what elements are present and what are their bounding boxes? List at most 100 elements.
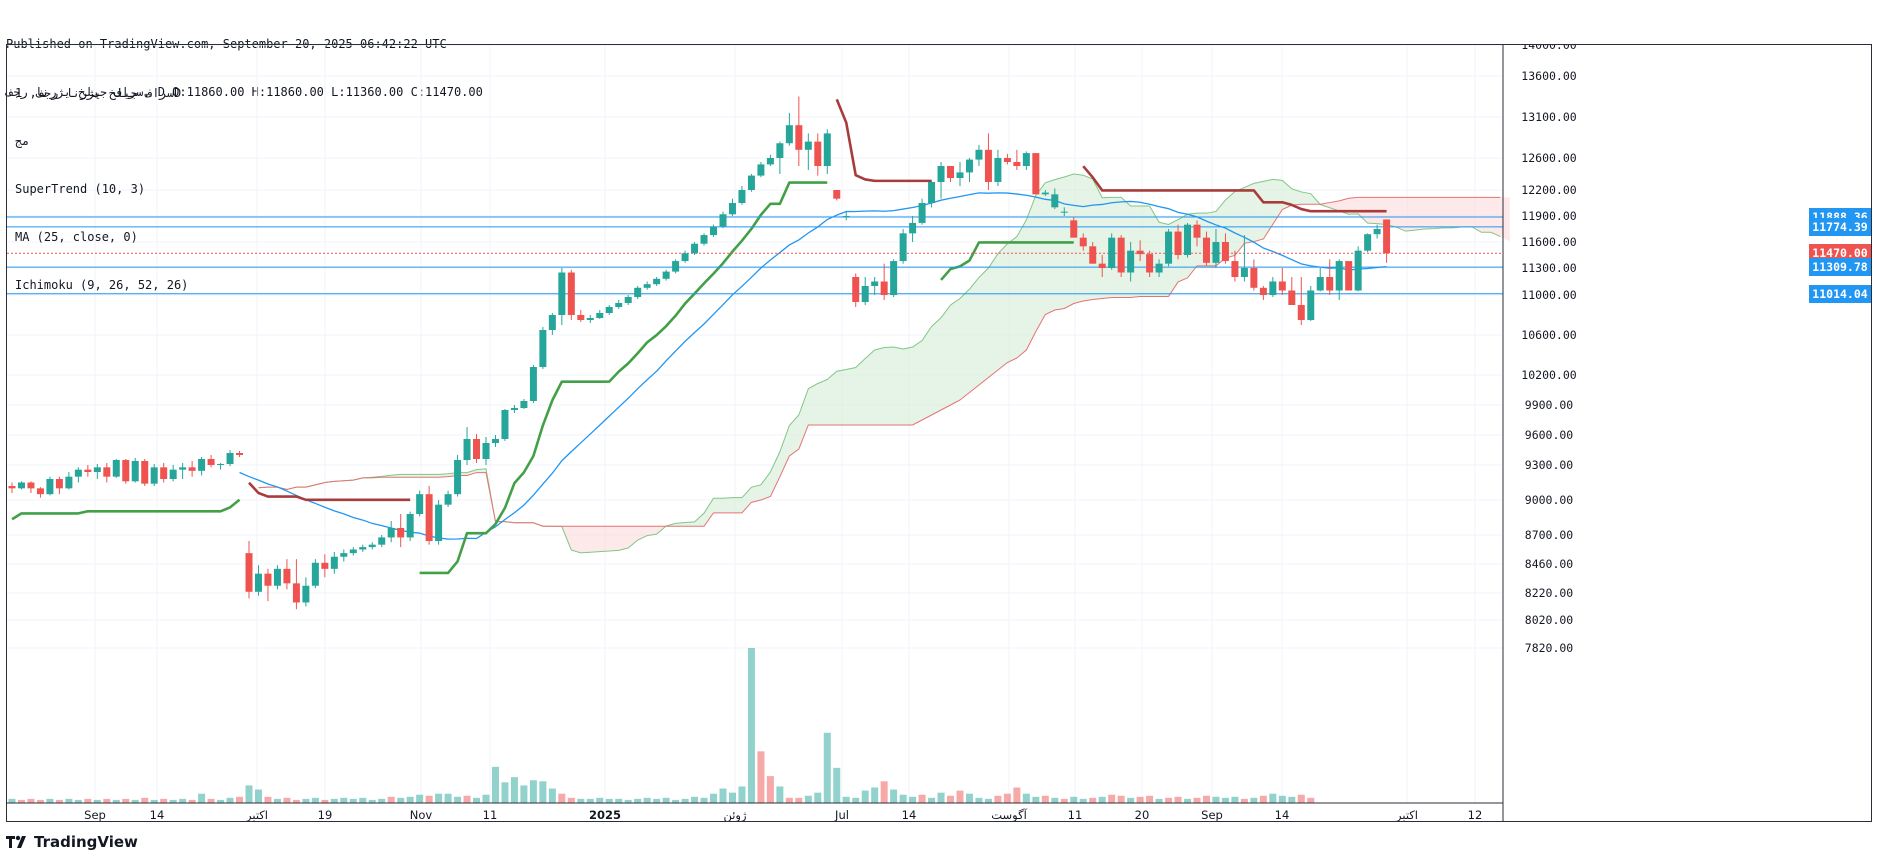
volume-bar bbox=[757, 751, 765, 803]
volume-bar bbox=[236, 796, 244, 803]
price-tick-label: 8020.00 bbox=[1525, 613, 1574, 627]
candle-body bbox=[103, 467, 111, 477]
ichimoku-cloud bbox=[903, 347, 913, 425]
time-tick-label: 11 bbox=[1068, 808, 1083, 822]
candle-body bbox=[956, 172, 964, 178]
candle-body bbox=[852, 277, 860, 302]
candle-body bbox=[719, 214, 727, 227]
candle-body bbox=[548, 315, 556, 330]
candle-body bbox=[624, 297, 632, 303]
ichimoku-cloud bbox=[429, 474, 439, 478]
price-tick-label: 11900.00 bbox=[1521, 209, 1576, 223]
legend-symbol[interactable]: سراف جیلخ یژرنا رجف, 1D bbox=[15, 86, 182, 100]
legend-indicator-ichimoku[interactable]: Ichimoku (9, 26, 52, 26) bbox=[15, 278, 189, 292]
ichimoku-cloud bbox=[732, 497, 742, 513]
volume-bar bbox=[1003, 793, 1011, 803]
volume-bar bbox=[1202, 795, 1210, 803]
candle-body bbox=[131, 461, 139, 482]
ichimoku-cloud bbox=[798, 388, 809, 449]
candle-body bbox=[615, 303, 623, 307]
ichimoku-cloud bbox=[960, 289, 970, 400]
price-chart[interactable]: 14000.00 13600.00 13100.00 12600.00 12200.00… bbox=[7, 45, 1872, 822]
candle-body bbox=[245, 553, 253, 592]
candle-body bbox=[1108, 237, 1116, 268]
candle-body bbox=[1060, 211, 1068, 213]
candle-body bbox=[1259, 287, 1267, 295]
ichimoku-cloud bbox=[590, 526, 600, 553]
time-tick-label: 14 bbox=[1275, 808, 1290, 822]
volume-bar bbox=[975, 797, 983, 803]
ichimoku-cloud bbox=[1102, 197, 1112, 299]
ichimoku-cloud bbox=[1016, 219, 1027, 358]
candle-body bbox=[1041, 192, 1049, 195]
candle-body bbox=[1032, 153, 1040, 195]
candle-body bbox=[188, 467, 196, 471]
price-tick-label: 11300.00 bbox=[1521, 261, 1576, 275]
candle-body bbox=[1269, 281, 1277, 295]
legend-indicator-ma[interactable]: MA (25, close, 0) bbox=[15, 230, 138, 244]
candle-body bbox=[1231, 261, 1239, 277]
volume-bar bbox=[558, 793, 566, 803]
candle-body bbox=[1316, 277, 1324, 291]
volume-bar bbox=[397, 797, 405, 803]
volume-bar bbox=[852, 797, 860, 803]
ichimoku-cloud bbox=[647, 526, 657, 536]
volume-bar bbox=[1155, 798, 1163, 803]
ichimoku-cloud bbox=[694, 513, 705, 527]
candle-body bbox=[311, 562, 319, 586]
candle-body bbox=[823, 133, 831, 166]
volume-bar bbox=[55, 799, 63, 803]
candle-body bbox=[691, 243, 699, 254]
candle-body bbox=[254, 573, 262, 592]
ichimoku-cloud bbox=[884, 347, 894, 425]
volume-bar bbox=[84, 798, 92, 803]
candle-body bbox=[340, 553, 348, 557]
volume-bar bbox=[728, 792, 736, 803]
candle-body bbox=[1288, 290, 1296, 305]
ichimoku-cloud bbox=[931, 317, 942, 415]
candle-body bbox=[861, 286, 869, 302]
volume-bar bbox=[141, 797, 149, 803]
ichimoku-cloud bbox=[997, 243, 1008, 370]
volume-bar bbox=[691, 796, 699, 803]
ichimoku-cloud bbox=[1500, 197, 1510, 242]
candle-body bbox=[814, 141, 822, 166]
volume-bar bbox=[700, 797, 708, 803]
chart-legend: سراف جیلخ یژرنا رجف, 1D مج SuperTrend (1… bbox=[15, 53, 188, 325]
tradingview-brand[interactable]: TradingView bbox=[34, 833, 138, 851]
volume-bar bbox=[804, 795, 812, 803]
candle-body bbox=[217, 464, 225, 465]
ichimoku-cloud bbox=[419, 474, 430, 478]
ichimoku-cloud bbox=[400, 474, 411, 478]
ichimoku-cloud bbox=[1434, 197, 1444, 229]
supertrend-up-line bbox=[419, 181, 828, 575]
ichimoku-cloud bbox=[656, 525, 667, 535]
time-tick-label: 19 bbox=[318, 808, 333, 822]
candle-body bbox=[681, 253, 689, 262]
legend-indicator-supertrend[interactable]: SuperTrend (10, 3) bbox=[15, 182, 146, 196]
candle-body bbox=[918, 203, 926, 223]
ichimoku-cloud bbox=[1396, 197, 1406, 232]
ichimoku-cloud bbox=[941, 305, 951, 410]
chart-pane[interactable]: 14000.00 13600.00 13100.00 12600.00 12200.00… bbox=[6, 44, 1872, 822]
candle-body bbox=[1051, 194, 1059, 208]
volume-bar bbox=[1108, 794, 1116, 803]
candle-body bbox=[558, 272, 566, 315]
candle-body bbox=[1174, 231, 1182, 255]
volume-bar bbox=[766, 776, 774, 803]
tradingview-logo-icon[interactable] bbox=[6, 834, 30, 850]
candle-body bbox=[842, 216, 850, 217]
time-tick-label: اکتبر bbox=[245, 808, 268, 822]
volume-bar bbox=[1032, 796, 1040, 803]
candle-body bbox=[766, 158, 774, 165]
candle-body bbox=[1022, 153, 1030, 166]
ichimoku-cloud bbox=[1301, 191, 1311, 205]
candle-body bbox=[965, 159, 973, 173]
price-tick-label: 9600.00 bbox=[1525, 428, 1574, 442]
ichimoku-cloud bbox=[1035, 182, 1046, 332]
volume-bar bbox=[340, 797, 348, 803]
volume-bar bbox=[529, 780, 537, 803]
price-tick-label: 9300.00 bbox=[1525, 458, 1574, 472]
time-tick-label: اکتبر bbox=[1395, 808, 1418, 822]
price-tick-label: 14000.00 bbox=[1521, 45, 1576, 52]
